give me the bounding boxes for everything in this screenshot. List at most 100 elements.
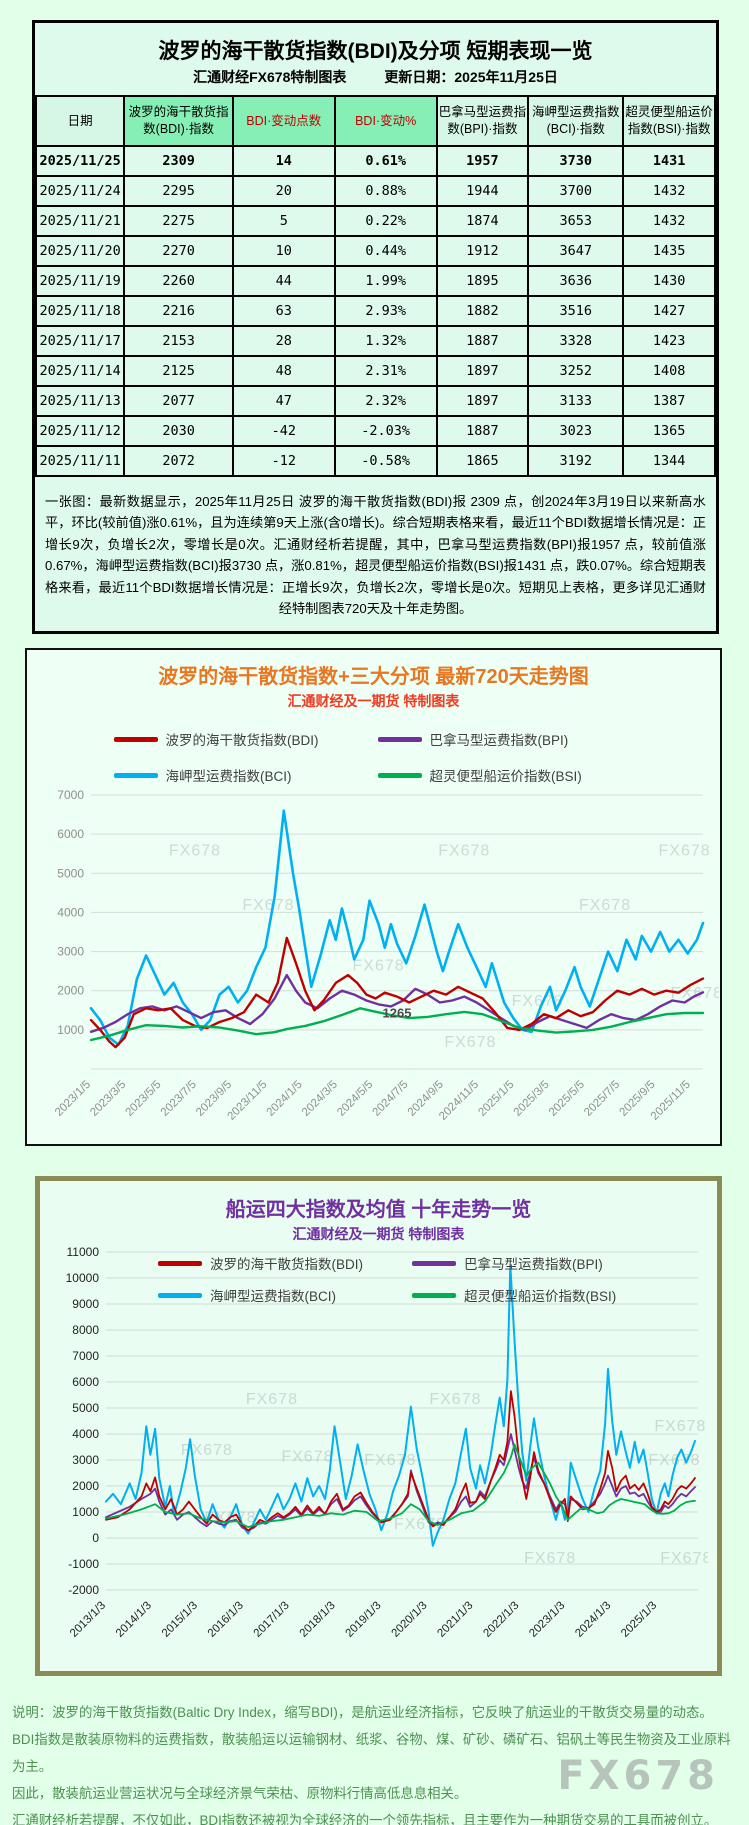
svg-text:2025/7/5: 2025/7/5 xyxy=(582,1079,622,1119)
legend-item: 海岬型运费指数(BCI) xyxy=(158,1285,404,1305)
svg-text:7000: 7000 xyxy=(57,789,84,802)
svg-text:FX678: FX678 xyxy=(242,897,294,914)
table-cell: 3653 xyxy=(527,205,625,237)
svg-text:FX678: FX678 xyxy=(353,958,405,975)
table-cell: 1427 xyxy=(622,295,716,327)
chart1-title: 波罗的海干散货指数+三大分项 最新720天走势图 xyxy=(158,666,589,689)
column-header: 超灵便型船运价指数(BSI)·指数 xyxy=(622,95,716,147)
table-row: 2025/11/19 2260 44 1.99% 1895 3636 1430 xyxy=(34,265,716,297)
table-update-date: 更新日期：2025年11月25日 xyxy=(384,69,558,85)
table-cell: 2077 xyxy=(123,385,234,417)
svg-text:11000: 11000 xyxy=(67,1245,100,1259)
table-cell: 2025/11/24 xyxy=(34,175,126,207)
legend-label: 超灵便型船运价指数(BSI) xyxy=(429,769,582,785)
legend-label: 波罗的海干散货指数(BDI) xyxy=(210,1257,363,1273)
table-cell: -2.03% xyxy=(333,415,438,447)
svg-text:2023/3/5: 2023/3/5 xyxy=(88,1079,128,1119)
table-cell: 1887 xyxy=(435,415,530,447)
table-cell: 1387 xyxy=(622,385,716,417)
svg-text:2016/1/3: 2016/1/3 xyxy=(206,1600,246,1640)
svg-text:8000: 8000 xyxy=(72,1323,99,1337)
table-row: 2025/11/25 2309 14 0.61% 1957 3730 1431 xyxy=(34,145,716,177)
table-title: 波罗的海干散货指数(BDI)及分项 短期表现一览 xyxy=(158,40,593,63)
svg-text:2024/1/5: 2024/1/5 xyxy=(265,1079,305,1119)
svg-text:FX678: FX678 xyxy=(364,1452,416,1469)
svg-text:5000: 5000 xyxy=(72,1401,99,1415)
table-cell: 2295 xyxy=(123,175,234,207)
table-cell: 1895 xyxy=(435,265,530,297)
chart1-legend: 波罗的海干散货指数(BDI) 巴拿马型运费指数(BPI) 海岬型运费指数(BCI) 超… xyxy=(113,729,634,785)
table-cell: 3192 xyxy=(527,445,625,477)
table-row: 2025/11/17 2153 28 1.32% 1887 3328 1423 xyxy=(34,325,716,357)
table-cell: 2270 xyxy=(123,235,234,267)
svg-text:FX678: FX678 xyxy=(444,1034,496,1051)
table-cell: 1432 xyxy=(622,175,716,207)
table-cell: 2025/11/13 xyxy=(34,385,126,417)
svg-text:FX678: FX678 xyxy=(429,1391,481,1408)
table-cell: 1365 xyxy=(622,415,716,447)
svg-text:2021/1/3: 2021/1/3 xyxy=(435,1600,475,1640)
table-cell: 1944 xyxy=(435,175,530,207)
table-cell: 44 xyxy=(231,265,336,297)
footer-notes: 说明：波罗的海干散货指数(Baltic Dry Index，缩写BDI)，是航运… xyxy=(12,1700,741,1825)
svg-text:2023/7/5: 2023/7/5 xyxy=(159,1079,199,1119)
svg-text:2000: 2000 xyxy=(57,984,84,998)
legend-item: 波罗的海干散货指数(BDI) xyxy=(158,1253,404,1273)
table-cell: 3636 xyxy=(527,265,625,297)
table-row: 2025/11/11 2072 -12 -0.58% 1865 3192 1344 xyxy=(34,445,716,477)
legend-label: 海岬型运费指数(BCI) xyxy=(210,1289,336,1305)
svg-text:FX678: FX678 xyxy=(579,897,631,914)
chart1-plot: 10002000300040005000600070002023/1/52023… xyxy=(53,788,722,1123)
table-cell: 0.44% xyxy=(333,235,438,267)
legend-label: 巴拿马型运费指数(BPI) xyxy=(429,733,569,749)
legend-line-swatch xyxy=(158,1260,202,1266)
table-cell: 2025/11/14 xyxy=(34,355,126,387)
table-note: 一张图：最新数据显示，2025年11月25日 波罗的海干散货指数(BDI)报 2… xyxy=(45,494,706,616)
chart2-legend: 波罗的海干散货指数(BDI) 巴拿马型运费指数(BPI) 海岬型运费指数(BCI) 超… xyxy=(158,1253,658,1305)
column-header: 日期 xyxy=(34,95,126,147)
table-row: 2025/11/12 2030 -42 -2.03% 1887 3023 1365 xyxy=(34,415,716,447)
svg-text:0: 0 xyxy=(92,1531,99,1545)
table-header-row: 日期 波罗的海干散货指数(BDI)·指数 BDI·变动点数 BDI·变动% 巴拿马型运费… xyxy=(34,95,716,147)
bdi-table-panel: 波罗的海干散货指数(BDI)及分项 短期表现一览 汇通财经FX678特制图表 更新… xyxy=(32,20,719,635)
svg-text:2017/1/3: 2017/1/3 xyxy=(252,1600,292,1640)
table-body: 2025/11/25 2309 14 0.61% 1957 3730 1431 2025/11… xyxy=(34,145,716,477)
svg-text:2020/1/3: 2020/1/3 xyxy=(389,1600,429,1640)
svg-text:6000: 6000 xyxy=(57,827,84,841)
table-row: 2025/11/24 2295 20 0.88% 1944 3700 1432 xyxy=(34,175,716,207)
svg-text:9000: 9000 xyxy=(72,1297,99,1311)
fx678-watermark: FX678 xyxy=(557,1753,719,1799)
legend-line-swatch xyxy=(113,772,158,778)
table-cell: 2125 xyxy=(123,355,234,387)
table-cell: 1435 xyxy=(622,235,716,267)
table-cell: 2025/11/18 xyxy=(34,295,126,327)
svg-text:1000: 1000 xyxy=(72,1505,99,1519)
table-header-row: 日期 波罗的海干散货指数(BDI)·指数 BDI·变动点数 BDI·变动% 巴拿马型运费… xyxy=(34,95,716,147)
chart2-title: 船运四大指数及均值 十年走势一览 xyxy=(225,1199,532,1222)
legend-line-swatch xyxy=(377,736,422,742)
svg-text:7000: 7000 xyxy=(72,1349,99,1363)
svg-text:FX678: FX678 xyxy=(524,1550,576,1567)
legend-line-swatch xyxy=(412,1260,456,1266)
table-cell: 3516 xyxy=(527,295,625,327)
svg-text:2025/1/5: 2025/1/5 xyxy=(476,1079,516,1119)
table-cell: 1887 xyxy=(435,325,530,357)
table-cell: 10 xyxy=(231,235,336,267)
table-cell: -0.58% xyxy=(333,445,438,477)
svg-text:1265: 1265 xyxy=(383,1006,412,1021)
svg-text:2024/3/5: 2024/3/5 xyxy=(300,1079,340,1119)
legend-line-swatch xyxy=(158,1292,202,1298)
column-header: 波罗的海干散货指数(BDI)·指数 xyxy=(123,95,234,147)
svg-text:FX678: FX678 xyxy=(660,1550,708,1567)
table-cell: 1882 xyxy=(435,295,530,327)
chart-720d-panel: 波罗的海干散货指数+三大分项 最新720天走势图 汇通财经及一期货 特制图表 波… xyxy=(25,648,722,1147)
table-cell: 2309 xyxy=(123,145,234,177)
svg-text:FX678: FX678 xyxy=(394,1516,446,1533)
svg-text:-1000: -1000 xyxy=(68,1557,99,1571)
table-cell: 2025/11/21 xyxy=(34,205,126,237)
svg-text:2014/1/3: 2014/1/3 xyxy=(114,1600,154,1640)
table-cell: 1344 xyxy=(622,445,716,477)
svg-text:2024/7/5: 2024/7/5 xyxy=(371,1079,411,1119)
table-cell: 2025/11/19 xyxy=(34,265,126,297)
